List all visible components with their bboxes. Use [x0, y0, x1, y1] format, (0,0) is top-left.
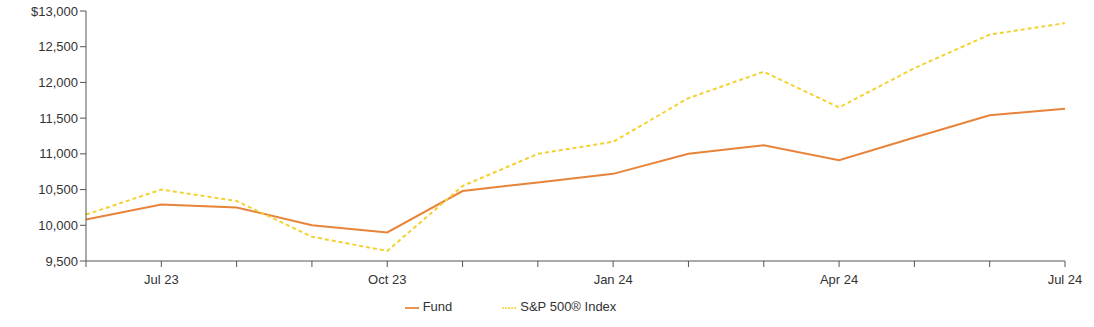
svg-text:Oct 23: Oct 23	[368, 272, 406, 287]
html-text:S&P 500® Index: S&P 500® Index	[520, 299, 617, 314]
svg-text:11,000: 11,000	[39, 146, 78, 161]
svg-text:12,500: 12,500	[38, 39, 78, 54]
svg-text:$13,000: $13,000	[31, 4, 78, 19]
html-text:Fund: Fund	[422, 299, 453, 314]
svg-text:Apr 24: Apr 24	[820, 272, 858, 287]
svg-text:10,000: 10,000	[38, 218, 78, 233]
svg-text:9,500: 9,500	[45, 254, 78, 269]
svg-text:11,500: 11,500	[39, 111, 78, 126]
svg-text:10,500: 10,500	[38, 182, 78, 197]
svg-text:Jul 24: Jul 24	[1048, 272, 1083, 287]
svg-text:12,000: 12,000	[38, 75, 78, 90]
svg-text:Jan 24: Jan 24	[594, 272, 633, 287]
svg-text:Jul 23: Jul 23	[144, 272, 179, 287]
